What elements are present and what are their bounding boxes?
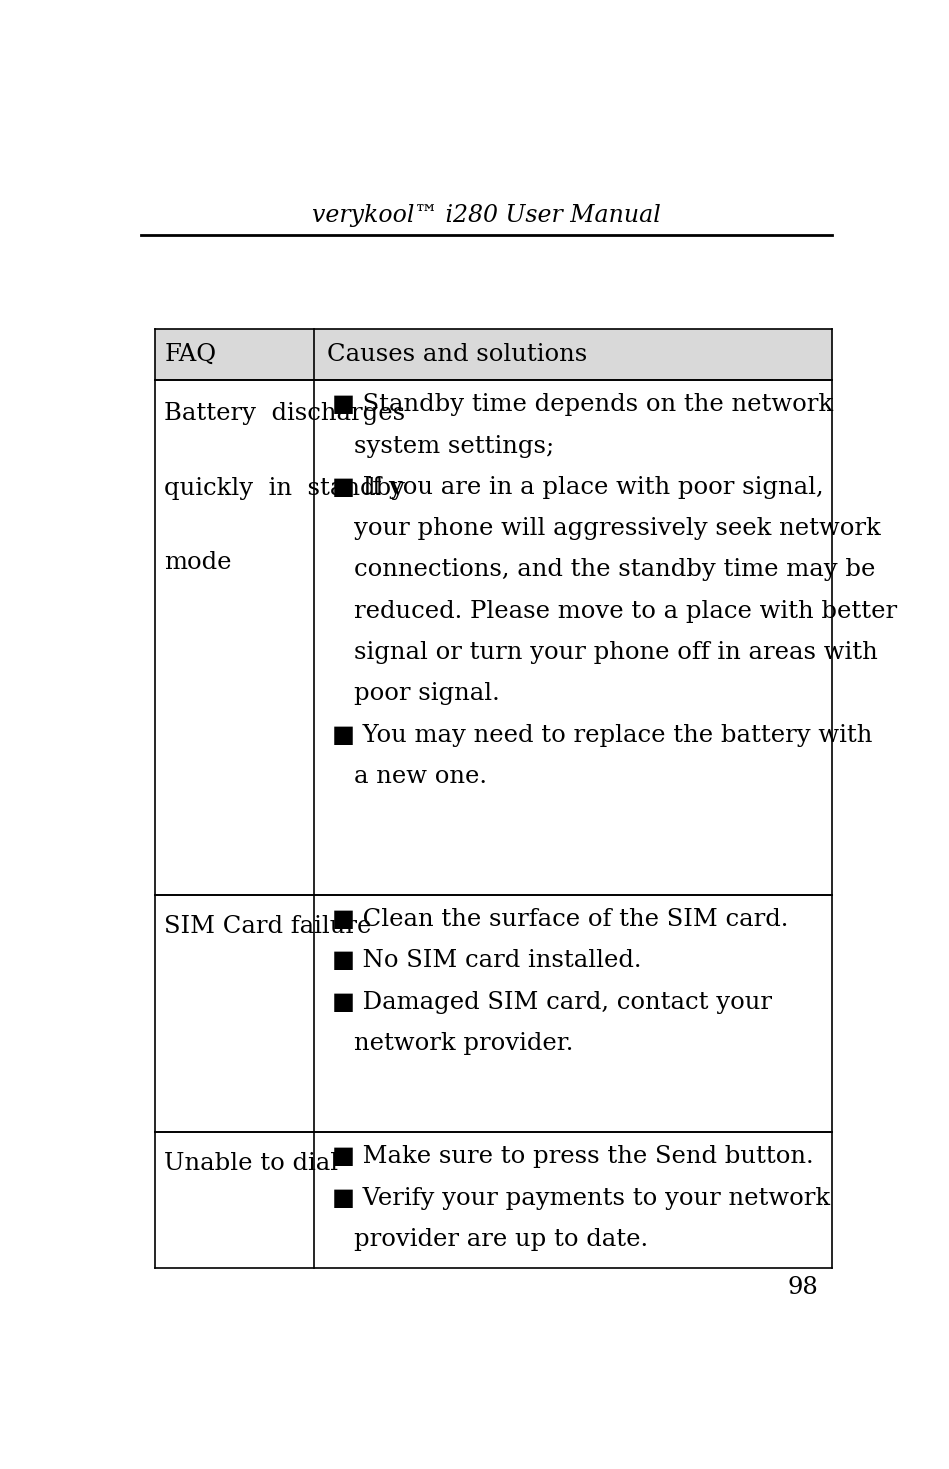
Text: FAQ: FAQ [164, 342, 216, 366]
Bar [156, 329, 832, 380]
Text: signal or turn your phone off in areas with: signal or turn your phone off in areas w… [354, 640, 878, 664]
Text: ■ Make sure to press the Send button.: ■ Make sure to press the Send button. [332, 1146, 813, 1168]
Text: Unable to dial: Unable to dial [164, 1152, 339, 1175]
Text: ■ If you are in a place with poor signal,: ■ If you are in a place with poor signal… [332, 476, 824, 499]
Text: ■ Standby time depends on the network: ■ Standby time depends on the network [332, 394, 833, 416]
Text: quickly  in  standby: quickly in standby [164, 476, 405, 499]
Text: ■ Clean the surface of the SIM card.: ■ Clean the surface of the SIM card. [332, 908, 789, 931]
Text: Battery  discharges: Battery discharges [164, 403, 405, 426]
Text: network provider.: network provider. [354, 1031, 573, 1055]
Text: ■ No SIM card installed.: ■ No SIM card installed. [332, 949, 642, 972]
Text: mode: mode [164, 551, 232, 574]
Text: system settings;: system settings; [354, 435, 554, 457]
Text: ■ You may need to replace the battery with: ■ You may need to replace the battery wi… [332, 724, 872, 746]
Text: Causes and solutions: Causes and solutions [326, 342, 587, 366]
Text: 98: 98 [788, 1275, 818, 1299]
Text: provider are up to date.: provider are up to date. [354, 1228, 648, 1252]
Text: ■ Damaged SIM card, contact your: ■ Damaged SIM card, contact your [332, 990, 772, 1014]
Text: ■ Verify your payments to your network: ■ Verify your payments to your network [332, 1187, 830, 1210]
Text: a new one.: a new one. [354, 765, 487, 787]
Text: connections, and the standby time may be: connections, and the standby time may be [354, 558, 875, 582]
Text: reduced. Please move to a place with better: reduced. Please move to a place with bet… [354, 599, 897, 623]
Text: your phone will aggressively seek network: your phone will aggressively seek networ… [354, 517, 881, 541]
Text: SIM Card failure: SIM Card failure [164, 915, 372, 937]
Text: poor signal.: poor signal. [354, 682, 500, 705]
Text: verykool™ i280 User Manual: verykool™ i280 User Manual [312, 204, 661, 228]
